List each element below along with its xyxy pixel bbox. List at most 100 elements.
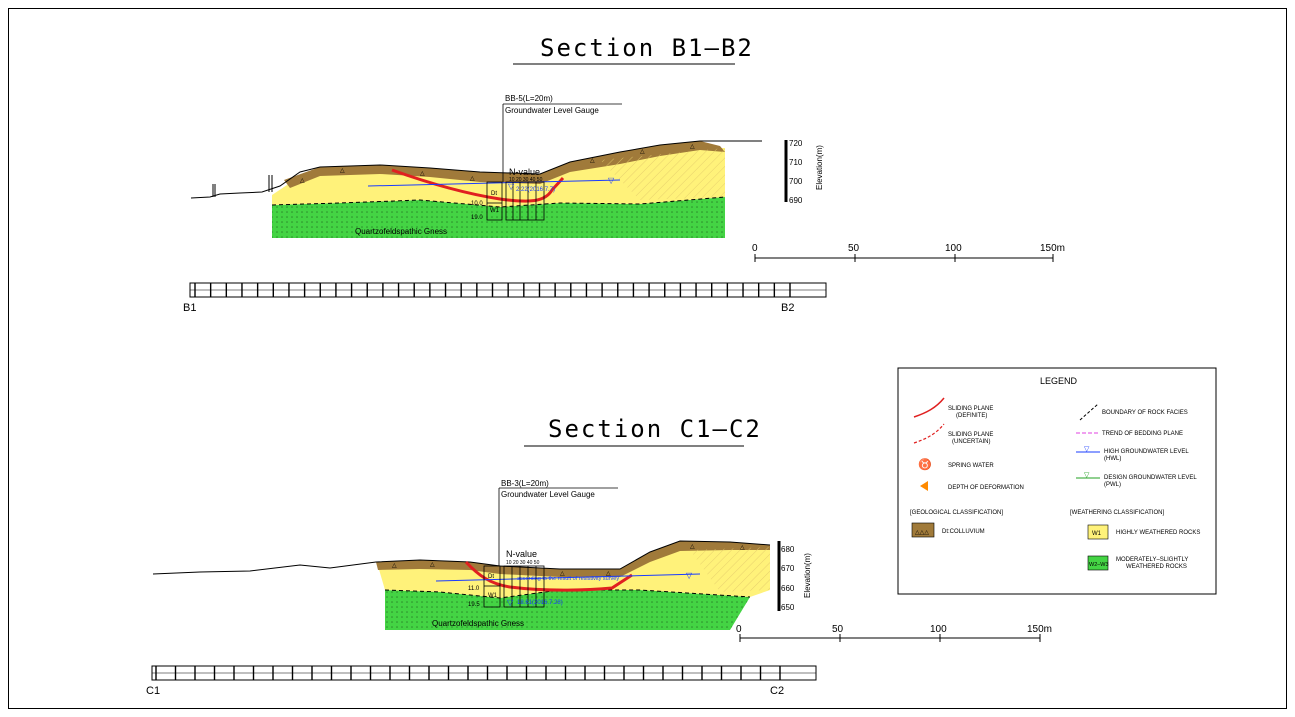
section-c-elev-2: 670 [781, 564, 795, 573]
legend-w1-tag: W1 [1092, 531, 1102, 537]
section-b-rock-texture [272, 197, 725, 238]
section-c-plan-strip [151, 665, 817, 681]
svg-text:△: △ [340, 168, 345, 174]
svg-text:△: △ [430, 562, 435, 568]
section-c: Section C1–C2 Dt W1 11.0 19.5 according … [146, 415, 1052, 697]
section-c-colluvium-layer [376, 541, 770, 577]
section-c-borehole-label: BB-3(L=20m) [501, 479, 549, 488]
section-c-scale-150: 150m [1027, 624, 1052, 635]
legend-box [897, 367, 1217, 595]
legend-colluvium: Dt:COLLUVIUM [942, 529, 985, 535]
legend-geo-header: [GEOLOGICAL CLASSIFICATION] [910, 510, 1003, 516]
section-b-title: Section B1–B2 [540, 34, 754, 62]
section-b-hatch [600, 148, 725, 200]
section-c-scale-100: 100 [930, 624, 947, 635]
svg-text:△: △ [606, 571, 611, 577]
legend-dwl-1: DESIGN GROUNDWATER LEVEL [1104, 475, 1197, 481]
legend-colluvium-marks: △△△ [915, 530, 929, 536]
section-c-rock-label: Quartzofeldspathic Gness [432, 619, 524, 628]
hwl-icon: ▽ [1084, 446, 1090, 453]
legend-boundary: BOUNDARY OF ROCK FACIES [1102, 410, 1188, 416]
svg-text:△: △ [470, 176, 475, 182]
legend-sliding-uncertain-symbol [913, 423, 945, 444]
section-c-water-symbol: ▽ [686, 571, 693, 580]
section-c-groundwater-line [435, 573, 701, 582]
legend-title: LEGEND [1040, 376, 1078, 386]
section-b-plan-strip [189, 282, 827, 298]
section-b-nvalue-ticks: 10 20 30 40 50 [509, 177, 543, 183]
legend-boundary-symbol [1079, 403, 1099, 421]
legend-sliding-definite-symbol [913, 397, 945, 418]
section-c-scale-50: 50 [832, 624, 844, 635]
section-c-weathered-layer [378, 547, 770, 598]
svg-text:△: △ [640, 149, 645, 155]
section-b-gauge-label: Groundwater Level Gauge [505, 106, 599, 115]
spring-water-icon: ♉ [918, 458, 932, 471]
svg-text:△: △ [392, 563, 397, 569]
section-b-nvalue-label: N-value [509, 167, 540, 177]
section-c-elev-3: 660 [781, 584, 795, 593]
section-c-rock-boundary [384, 589, 751, 599]
legend-spring: SPRING WATER [948, 463, 994, 469]
drawing-frame [8, 8, 1287, 709]
section-b-scale-bar [754, 254, 1054, 262]
legend-w23-1: MODERATELY–SLIGHTLY [1116, 557, 1188, 563]
svg-text:△: △ [690, 144, 695, 150]
svg-text:△: △ [420, 171, 425, 177]
section-c-scale-bar [739, 634, 1041, 642]
section-c-hatch [690, 547, 770, 592]
section-c-end-left: C1 [146, 685, 160, 697]
legend-hwl-2: (HWL) [1104, 456, 1121, 462]
svg-text:△: △ [590, 158, 595, 164]
section-c-ground-line [152, 540, 771, 575]
section-c-sliding-plane [464, 560, 633, 592]
section-b-water-note: 2.22(2016.7.7) [516, 187, 555, 193]
legend-sliding-uncertain-1: SLIDING PLANE [948, 432, 993, 438]
legend-hwl-1: HIGH GROUNDWATER LEVEL [1104, 449, 1189, 455]
legend-w23-swatch [1087, 555, 1109, 571]
section-b-rock-label: Quartzofeldspathic Gness [355, 227, 447, 236]
section-b-scale-0: 0 [752, 243, 758, 254]
section-b-elev-3: 700 [789, 177, 803, 186]
section-c-colluvium-marks: △ △ △ △ △ △ [392, 544, 745, 577]
section-c-elev-4: 650 [781, 603, 795, 612]
section-c-water-note-2: 18.61(2016.7.28) [517, 600, 563, 606]
svg-text:△: △ [560, 571, 565, 577]
section-c-elev-1: 680 [781, 545, 795, 554]
section-b-scale-100: 100 [945, 243, 962, 254]
section-c-title: Section C1–C2 [548, 415, 762, 443]
section-c-gauge-label: Groundwater Level Gauge [501, 490, 595, 499]
section-c-elev-axis: Elevation(m) [803, 553, 812, 598]
section-b-layer-w1: W1 [490, 208, 500, 214]
section-c-layer-w1: W1 [488, 593, 498, 599]
deformation-icon [920, 481, 928, 491]
section-b-sliding-plane [391, 168, 565, 203]
legend-deformation: DEPTH OF DEFORMATION [948, 485, 1024, 491]
section-b-elev-2: 710 [789, 158, 803, 167]
legend-w1-swatch [1087, 524, 1109, 540]
legend-w23-tag: W2–W3 [1089, 562, 1109, 568]
svg-text:△: △ [300, 178, 305, 184]
legend-colluvium-swatch [911, 522, 935, 538]
section-b-colluvium-marks: △ △ △ △ △ △ △ [300, 144, 695, 184]
legend-dwl-2: (PWL) [1104, 482, 1121, 488]
svg-text:△: △ [740, 545, 745, 551]
legend-bedding: TREND OF BEDDING PLANE [1102, 431, 1183, 437]
section-c-water-symbol-2: ▽ [507, 598, 514, 607]
section-b-depth-2: 19.0 [471, 215, 483, 221]
legend: LEGEND SLIDING PLANE (DEFINITE) SLIDING … [897, 367, 1217, 595]
legend-weather-header: [WEATHERING CLASSIFICATION] [1070, 510, 1164, 516]
section-c-water-note: according to the result of resistivity s… [517, 576, 619, 582]
section-b-water-symbol-2: ▽ [508, 182, 515, 191]
section-c-nvalue-ticks: 10 20 30 40 50 [506, 560, 540, 566]
section-c-depth-1: 11.0 [468, 586, 480, 592]
legend-w23-2: WEATHERED ROCKS [1126, 564, 1187, 570]
section-b-elev-1: 720 [789, 139, 803, 148]
section-b-scale-50: 50 [848, 243, 860, 254]
section-b-ground-line [190, 140, 762, 199]
section-b-water-symbol: ▽ [608, 176, 615, 185]
svg-text:△: △ [690, 544, 695, 550]
section-b-borehole [486, 181, 545, 221]
section-b-end-right: B2 [781, 302, 794, 314]
